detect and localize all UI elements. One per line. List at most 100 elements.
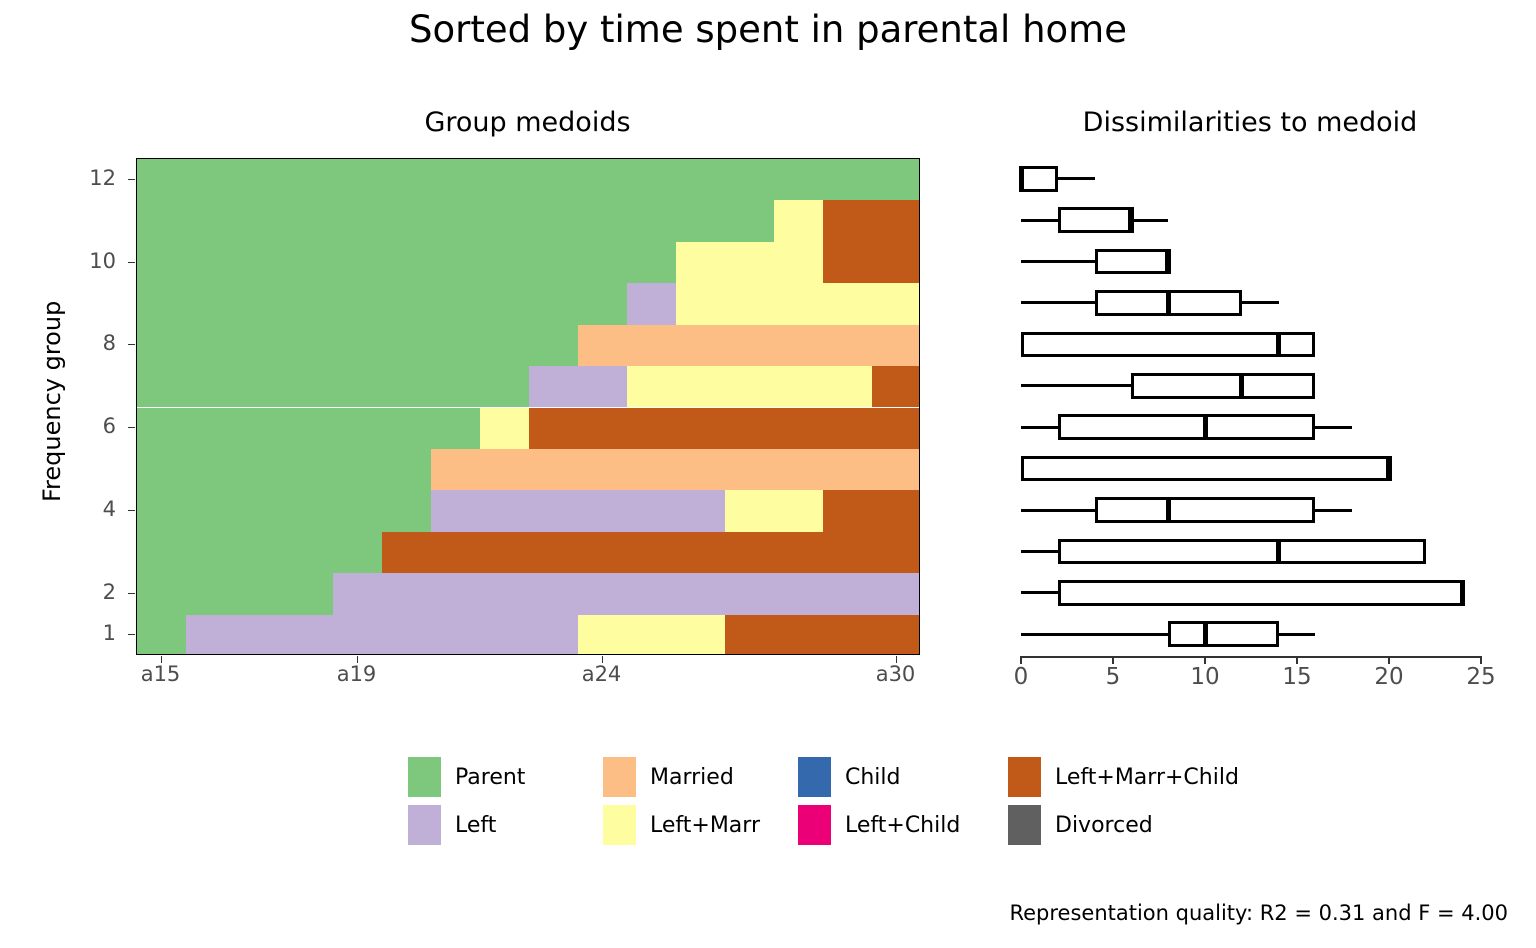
boxplot-median [1460,580,1466,606]
state-segment [137,159,919,201]
state-segment [823,490,919,532]
legend-item: Divorced [1008,805,1153,845]
medoid-row [137,490,919,532]
state-segment [529,366,627,408]
legend-swatch [1008,757,1041,797]
y-axis-tick [128,634,135,636]
boxplot-median [1202,621,1208,648]
legend-label: Left [455,812,497,838]
boxplot-median [1386,455,1392,482]
medoid-row [137,241,919,284]
y-axis-tick [128,427,135,429]
state-segment [137,531,382,574]
legend-item: Left [408,805,496,845]
boxplot-box [1168,621,1279,648]
medoid-row [137,366,919,408]
boxplot-box [1094,248,1169,275]
legend-item: Parent [408,757,525,797]
boxplot-box [1057,414,1316,441]
x-axis-line-right [1021,656,1481,658]
x-axis-tick-right [1296,656,1298,664]
y-axis-tick [128,592,135,594]
x-axis-tick-label-left: a24 [581,662,622,686]
legend-label: Left+Child [845,812,961,838]
state-segment [676,283,919,325]
legend-item: Left+Marr [603,805,760,845]
state-segment [431,490,725,532]
boxplot-median [1276,538,1282,565]
legend-label: Parent [455,764,526,790]
state-segment [137,614,186,654]
boxplot-median [1276,331,1282,358]
state-segment [823,200,919,242]
x-axis-tick-label-left: a15 [140,662,181,686]
state-segment [529,407,919,449]
y-axis-tick-label: 2 [102,579,116,604]
legend-swatch [603,805,636,845]
legend-item: Married [603,757,734,797]
x-axis-tick-left [160,656,162,663]
boxplot-box [1094,497,1316,523]
legend-swatch [1008,805,1041,845]
medoid-row [137,573,919,615]
medoid-row [137,159,919,201]
x-axis-tick-label-right: 15 [1282,664,1312,690]
x-axis-tick-label-right: 20 [1374,664,1404,690]
boxplot-median [1239,372,1245,399]
y-axis-tick-label: 4 [102,497,116,522]
state-segment [137,407,480,449]
boxplot-median [1165,248,1171,275]
y-axis-tick [128,178,135,180]
page-title: Sorted by time spent in parental home [409,8,1127,51]
x-axis-tick-label-right: 0 [1013,664,1029,690]
legend-label: Divorced [1055,812,1153,838]
boxplot-median [1128,207,1134,233]
left-panel-title: Group medoids [424,107,631,138]
state-segment [480,407,529,449]
medoid-sequence-plot [136,158,920,655]
legend-swatch [603,757,636,797]
medoid-row [137,324,919,367]
legend-swatch [798,757,831,797]
y-axis-tick [128,344,135,346]
x-axis-tick-right [1112,656,1114,664]
boxplot-box [1057,538,1426,565]
y-axis-title: Frequency group [38,300,66,502]
state-segment [137,448,431,491]
boxplot-median [1202,414,1208,441]
boxplot-box [1131,372,1316,399]
y-axis-tick-label: 12 [89,165,116,190]
x-axis-tick-left [895,656,897,663]
state-segment [872,366,919,408]
state-segment [627,366,872,408]
legend-swatch [408,805,441,845]
right-panel-title: Dissimilarities to medoid [1082,107,1418,138]
legend-label: Left+Marr [650,812,760,838]
x-axis-tick-label-right: 25 [1466,664,1496,690]
boxplot-box [1057,580,1463,606]
x-axis-tick-right [1388,656,1390,664]
state-segment [774,200,823,242]
boxplot-box [1057,207,1132,233]
y-axis-tick-label: 8 [102,331,116,356]
legend-item: Child [798,757,901,797]
boxplot-box [1021,455,1389,482]
legend-item: Left+Child [798,805,960,845]
x-axis-tick-right [1480,656,1482,664]
y-axis-tick [128,261,135,263]
state-segment [725,490,823,532]
state-segment [137,241,676,284]
legend-item: Left+Marr+Child [1008,757,1239,797]
boxplot-median [1165,290,1171,316]
medoid-row [137,448,919,491]
x-axis-tick-label-left: a30 [875,662,916,686]
state-segment [137,324,578,367]
medoid-row [137,407,919,449]
y-axis-tick [128,510,135,512]
legend-swatch [798,805,831,845]
y-axis-tick-label: 6 [102,414,116,439]
representation-quality-note: Representation quality: R2 = 0.31 and F … [1009,901,1508,925]
state-segment [578,614,725,654]
boxplot-median [1018,165,1024,192]
